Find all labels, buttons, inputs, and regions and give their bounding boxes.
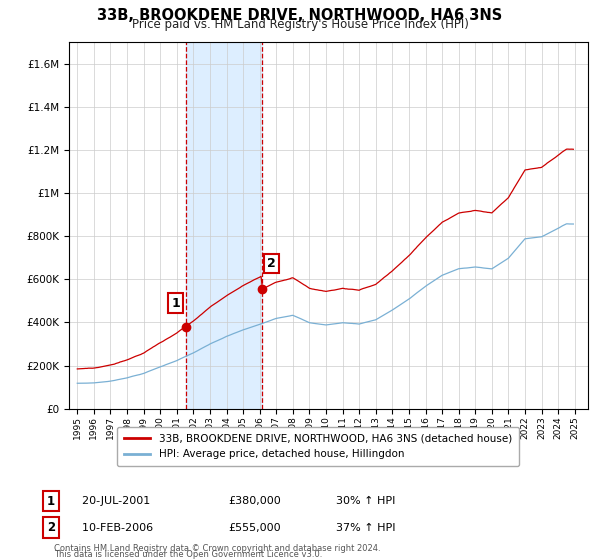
Bar bbox=[186, 42, 262, 409]
Text: £555,000: £555,000 bbox=[228, 522, 281, 533]
Text: 10-FEB-2006: 10-FEB-2006 bbox=[75, 522, 153, 533]
Text: £380,000: £380,000 bbox=[228, 496, 281, 506]
Text: 20-JUL-2001: 20-JUL-2001 bbox=[75, 496, 150, 506]
Text: 33B, BROOKDENE DRIVE, NORTHWOOD, HA6 3NS: 33B, BROOKDENE DRIVE, NORTHWOOD, HA6 3NS bbox=[97, 8, 503, 24]
Text: 1: 1 bbox=[47, 494, 55, 508]
Text: 37% ↑ HPI: 37% ↑ HPI bbox=[336, 522, 395, 533]
Text: Price paid vs. HM Land Registry's House Price Index (HPI): Price paid vs. HM Land Registry's House … bbox=[131, 18, 469, 31]
Text: 2: 2 bbox=[47, 521, 55, 534]
Text: 2: 2 bbox=[267, 256, 276, 270]
Text: 30% ↑ HPI: 30% ↑ HPI bbox=[336, 496, 395, 506]
Text: This data is licensed under the Open Government Licence v3.0.: This data is licensed under the Open Gov… bbox=[54, 550, 322, 559]
Text: Contains HM Land Registry data © Crown copyright and database right 2024.: Contains HM Land Registry data © Crown c… bbox=[54, 544, 380, 553]
Legend: 33B, BROOKDENE DRIVE, NORTHWOOD, HA6 3NS (detached house), HPI: Average price, d: 33B, BROOKDENE DRIVE, NORTHWOOD, HA6 3NS… bbox=[117, 427, 519, 466]
Text: 1: 1 bbox=[172, 297, 181, 310]
